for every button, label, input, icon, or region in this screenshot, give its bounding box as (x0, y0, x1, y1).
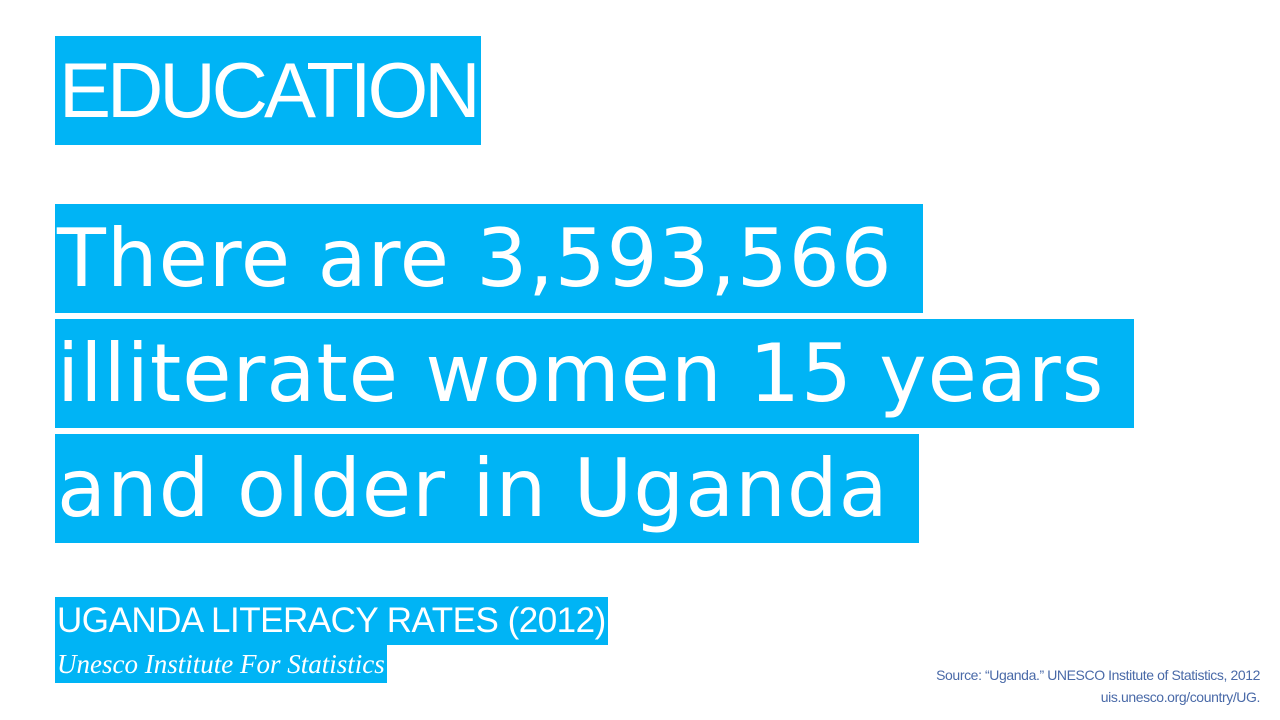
source: Source: “Uganda.” UNESCO Institute of St… (936, 664, 1260, 708)
footer-subheading: Unesco Institute For Statistics (55, 645, 387, 683)
title: EDUCATION (55, 36, 481, 145)
statement-line: There are 3,593,566 (55, 204, 923, 313)
source-line: uis.unesco.org/country/UG. (1100, 689, 1261, 705)
source-line: Source: “Uganda.” UNESCO Institute of St… (936, 667, 1260, 683)
statement-line: and older in Uganda (55, 434, 919, 543)
footer-heading: UGANDA LITERACY RATES (2012) (55, 597, 608, 645)
statement-line: illiterate women 15 years (55, 319, 1135, 428)
